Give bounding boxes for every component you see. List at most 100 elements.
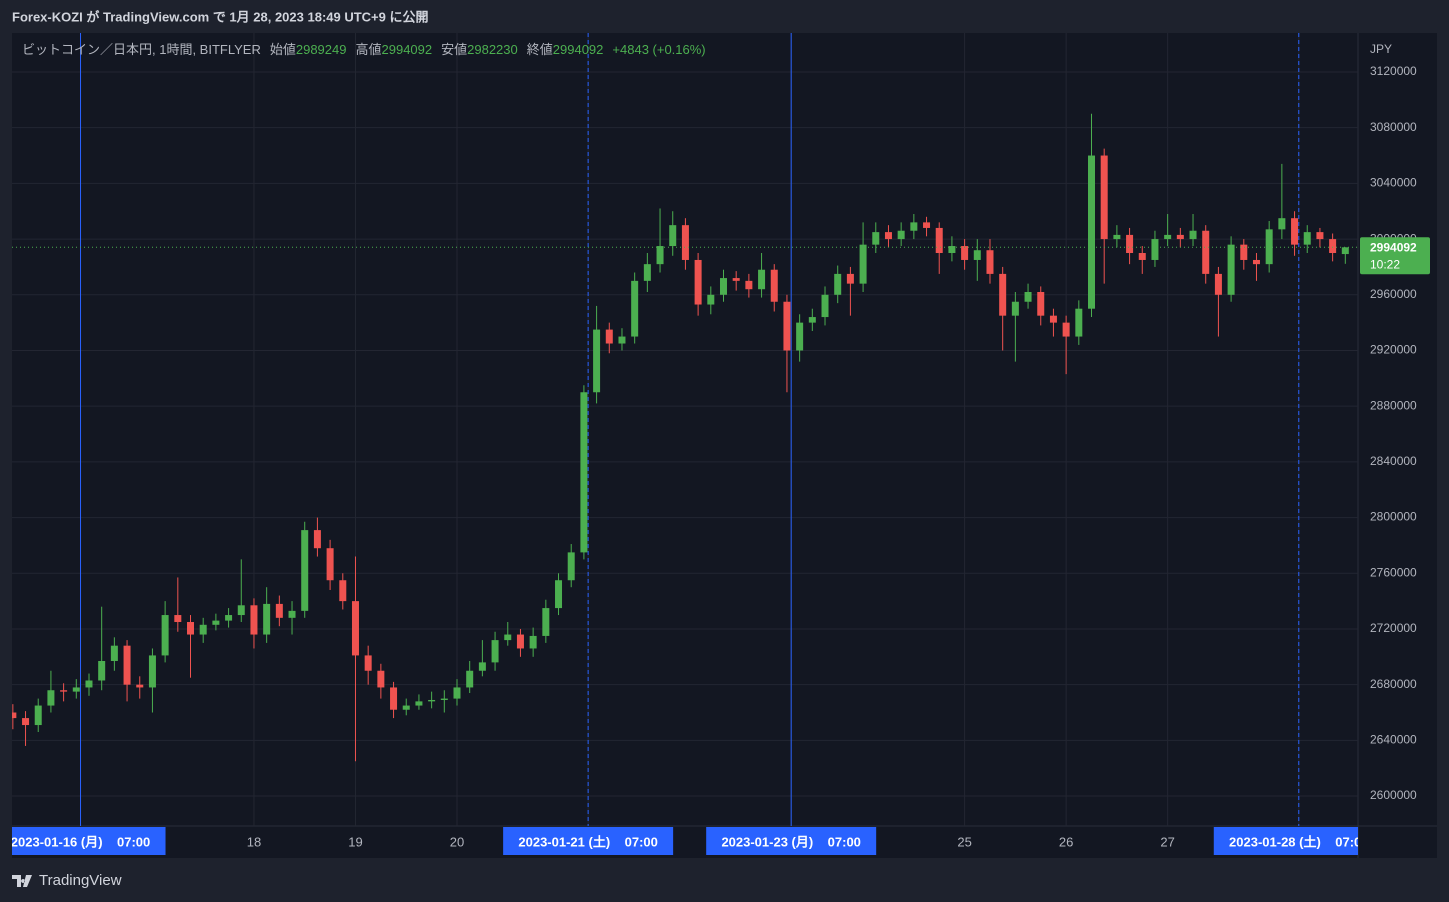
y-tick-label: 2960000 bbox=[1370, 287, 1417, 301]
x-tick-highlight bbox=[503, 827, 674, 855]
candle-body bbox=[745, 280, 753, 290]
x-tick-highlight bbox=[706, 827, 877, 855]
candle-body bbox=[1138, 253, 1146, 260]
candle-body bbox=[1164, 234, 1172, 240]
candle-body bbox=[326, 548, 334, 581]
candle-body bbox=[390, 687, 398, 710]
candle-body bbox=[339, 580, 347, 602]
marker-lines bbox=[80, 33, 1300, 826]
y-unit: JPY bbox=[1370, 42, 1392, 56]
chart-title: ビットコイン／日本円, 1時間, BITFLYER bbox=[22, 42, 261, 57]
candle-body bbox=[1189, 230, 1197, 240]
candle-body bbox=[872, 232, 880, 245]
candle-body bbox=[1088, 155, 1096, 309]
candle-body bbox=[1227, 244, 1235, 295]
legend-name: 始値 bbox=[270, 42, 296, 57]
candle-body bbox=[1062, 322, 1070, 337]
x-tick-highlight bbox=[12, 827, 166, 855]
x-tick-label: 2023-01-28 (土) 07:00 bbox=[1229, 834, 1368, 849]
candle-body bbox=[453, 687, 461, 699]
candle-body bbox=[643, 264, 651, 281]
candle-body bbox=[12, 712, 17, 719]
candle-body bbox=[466, 670, 474, 688]
candle-body bbox=[1126, 234, 1134, 254]
candle-body bbox=[85, 680, 93, 688]
candle-body bbox=[821, 294, 829, 318]
candle-body bbox=[275, 603, 283, 618]
x-tick-highlight bbox=[1213, 827, 1358, 855]
candle-body bbox=[377, 670, 385, 688]
candle-body bbox=[555, 580, 563, 609]
candle-body bbox=[174, 615, 182, 623]
candle-body bbox=[707, 294, 715, 305]
candle-body bbox=[948, 246, 956, 254]
candle-body bbox=[935, 227, 943, 254]
candle-body bbox=[1341, 247, 1349, 255]
candle-body bbox=[783, 301, 791, 351]
countdown: 10:22 bbox=[1370, 257, 1400, 271]
x-tick-label: 2023-01-16 (月) 07:00 bbox=[11, 834, 150, 849]
candle-body bbox=[961, 246, 969, 260]
last-price: 2994092 10:22 bbox=[12, 237, 1430, 275]
candle-body bbox=[440, 698, 448, 700]
candle-body bbox=[161, 615, 169, 656]
y-tick-label: 3080000 bbox=[1370, 120, 1417, 134]
candle-body bbox=[516, 634, 524, 649]
last-price-label: 2994092 bbox=[1370, 240, 1417, 254]
legend-value: 2989249 bbox=[296, 42, 347, 57]
candles bbox=[12, 113, 1349, 762]
candle-body bbox=[1113, 234, 1121, 240]
y-tick-label: 2640000 bbox=[1370, 733, 1417, 747]
candle-body bbox=[859, 244, 867, 284]
candle-body bbox=[618, 336, 626, 344]
candle-body bbox=[237, 605, 245, 616]
candle-body bbox=[1265, 229, 1273, 265]
y-tick-label: 2920000 bbox=[1370, 343, 1417, 357]
candle-body bbox=[1252, 259, 1260, 265]
x-tick-label: 25 bbox=[957, 834, 971, 849]
candle-body bbox=[199, 624, 207, 635]
candle-body bbox=[491, 640, 499, 663]
candle-body bbox=[1176, 234, 1184, 240]
candle-body bbox=[758, 269, 766, 290]
x-tick-label: 2023-01-21 (土) 07:00 bbox=[518, 834, 657, 849]
x-tick-label: 2023-01-23 (月) 07:00 bbox=[721, 834, 860, 849]
y-tick-label: 3120000 bbox=[1370, 64, 1417, 78]
legend: ビットコイン／日本円, 1時間, BITFLYER 始値2989249 高値2994… bbox=[22, 42, 706, 57]
candle-body bbox=[732, 278, 740, 281]
candle-body bbox=[402, 705, 410, 710]
brand-name: TradingView bbox=[39, 872, 122, 889]
candle-body bbox=[1240, 244, 1248, 260]
y-tick-label: 2880000 bbox=[1370, 398, 1417, 412]
y-tick-label: 2720000 bbox=[1370, 621, 1417, 635]
candle-body bbox=[580, 392, 588, 553]
x-tick-label: 27 bbox=[1160, 834, 1174, 849]
legend-value: 2994092 bbox=[553, 42, 604, 57]
candle-body bbox=[415, 701, 423, 706]
candle-body bbox=[225, 615, 233, 621]
legend-value: 2994092 bbox=[382, 42, 433, 57]
brand-logo bbox=[12, 875, 32, 887]
legend-name: 高値 bbox=[355, 42, 381, 57]
candle-body bbox=[593, 329, 601, 393]
candle-body bbox=[98, 660, 106, 681]
candle-body bbox=[986, 250, 994, 274]
candle-body bbox=[263, 603, 271, 635]
candle-body bbox=[110, 645, 118, 661]
candle-body bbox=[123, 645, 131, 685]
candle-body bbox=[1151, 239, 1159, 260]
candle-body bbox=[148, 655, 156, 688]
candle-body bbox=[542, 608, 550, 636]
candle-body bbox=[288, 610, 296, 618]
candle-body bbox=[478, 662, 486, 671]
candle-body bbox=[313, 530, 321, 549]
candle-body bbox=[808, 317, 816, 323]
candle-body bbox=[669, 225, 677, 247]
candle-body bbox=[1291, 218, 1299, 245]
candle-body bbox=[656, 246, 664, 265]
candle-body bbox=[910, 222, 918, 231]
candle-body bbox=[681, 225, 689, 260]
candle-body bbox=[34, 705, 42, 726]
candle-body bbox=[923, 222, 931, 228]
